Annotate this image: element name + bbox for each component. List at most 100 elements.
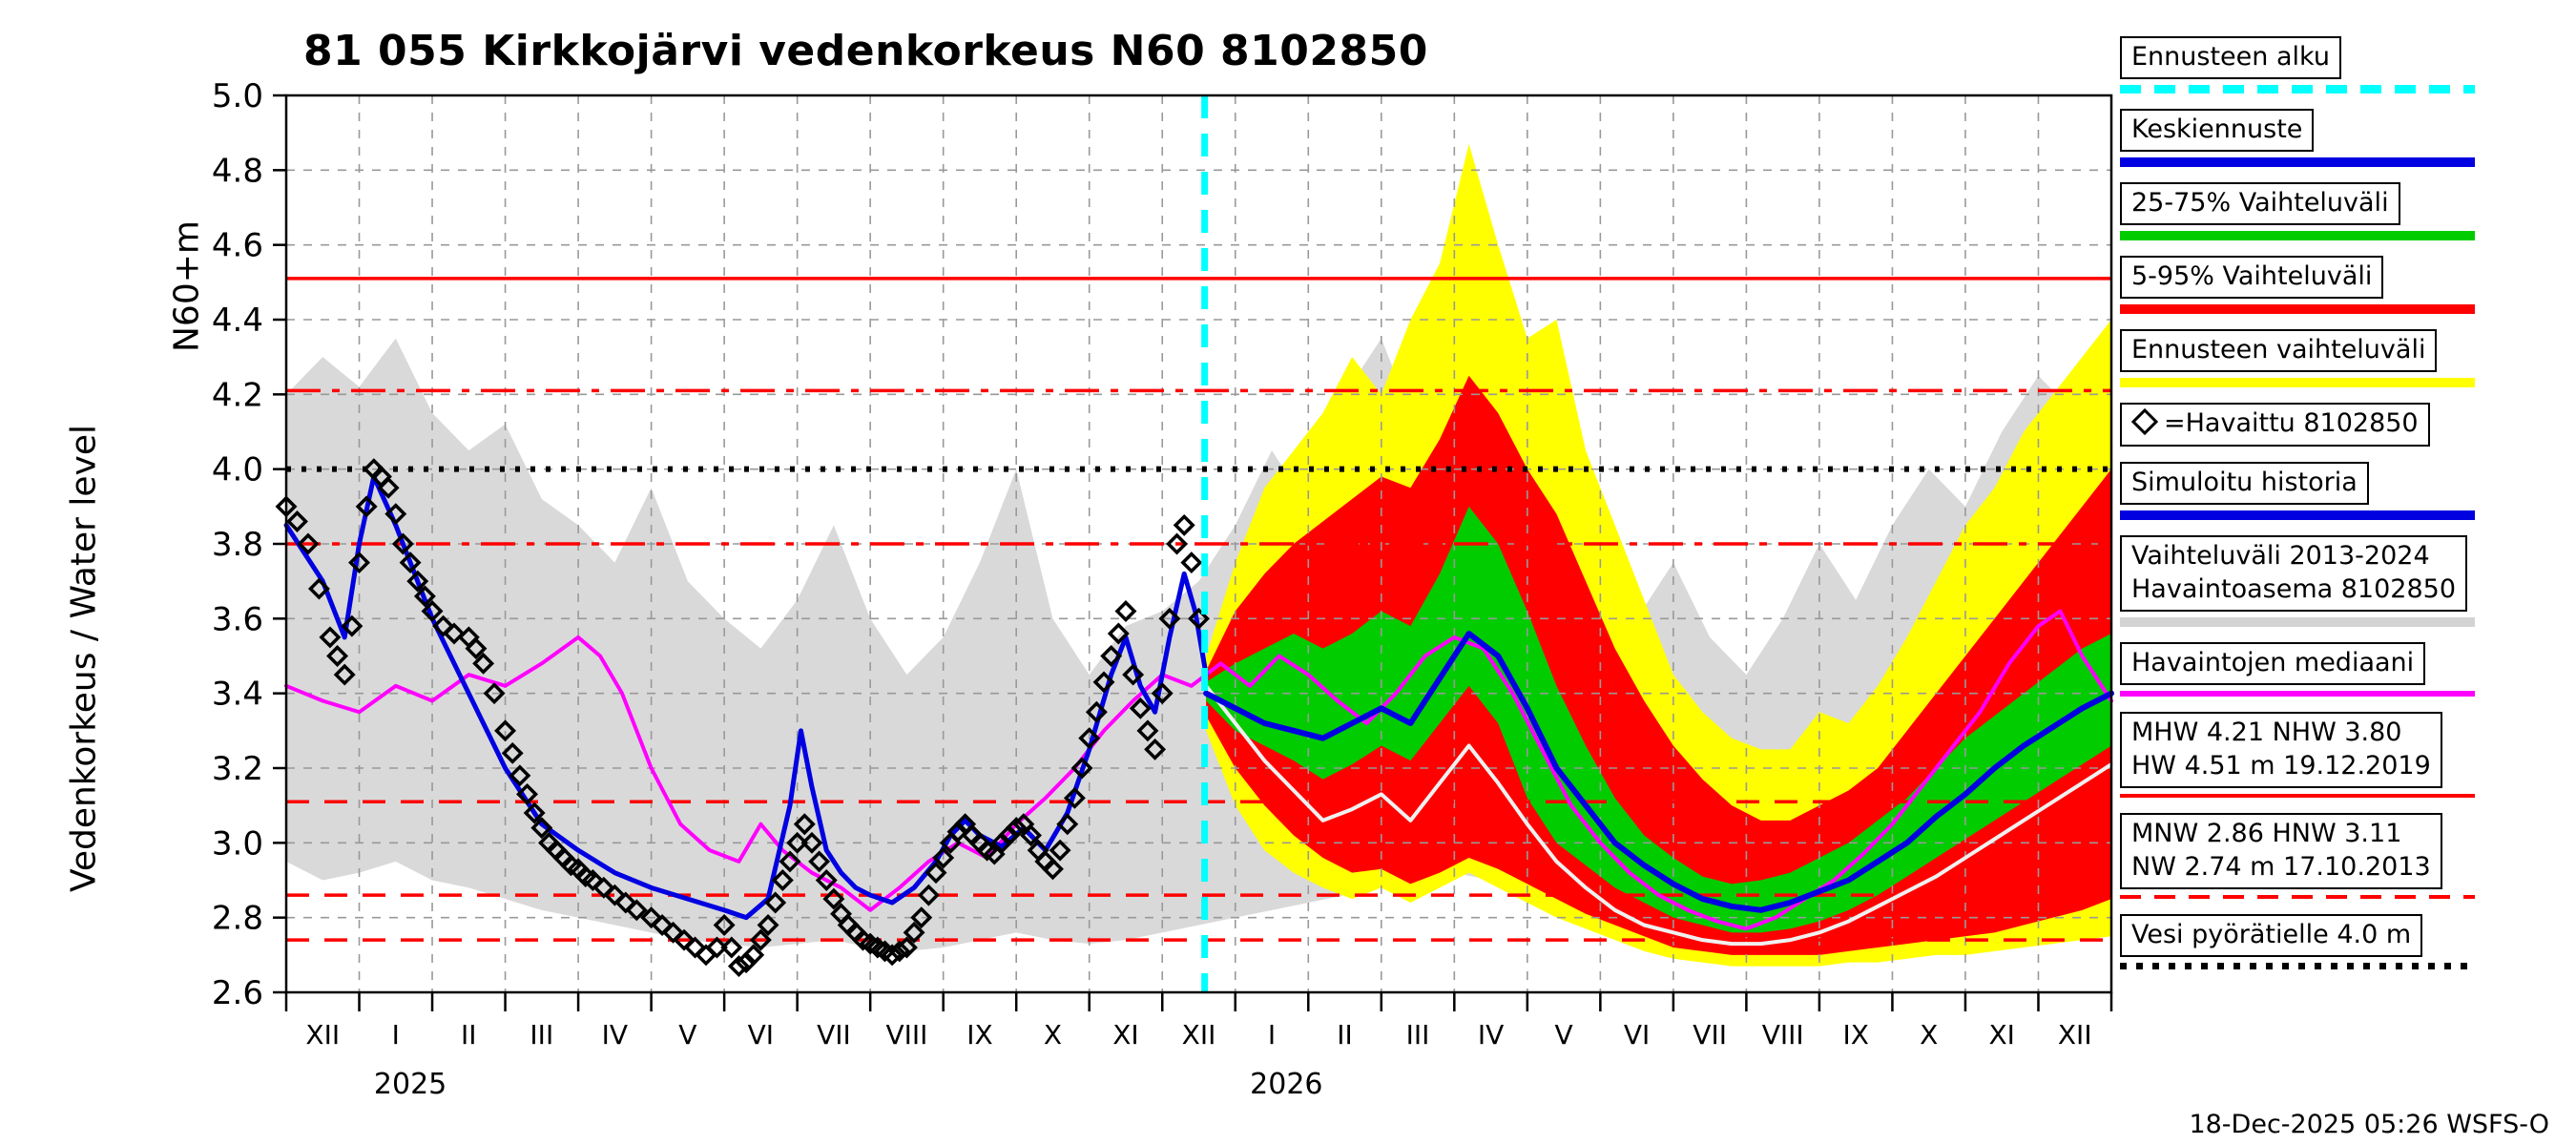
month-label: I — [1268, 1019, 1276, 1051]
observed-diamond — [603, 884, 626, 906]
chart-title: 81 055 Kirkkojärvi vedenkorkeus N60 8102… — [303, 27, 1428, 75]
legend-text-line: Simuloitu historia — [2131, 467, 2358, 497]
diamond-marker-icon — [2130, 408, 2159, 436]
legend-label-havaintojen-mediaani: Havaintojen mediaani — [2120, 641, 2426, 685]
observed-diamond — [800, 831, 823, 854]
observed-diamond — [377, 476, 400, 499]
line-white-guide — [1204, 683, 2113, 947]
y-tick-label: 4.6 — [212, 227, 263, 265]
observed-diamond — [771, 869, 794, 891]
observed-diamond — [1041, 858, 1064, 881]
observed-diamond — [333, 663, 356, 686]
observed-diamond — [1136, 719, 1159, 742]
month-label: IV — [602, 1019, 628, 1051]
legend-item-ennusteen-alku: Ennusteen alku — [2120, 36, 2475, 94]
observed-diamond — [1114, 600, 1137, 622]
observed-diamond — [297, 532, 320, 555]
observed-diamond — [326, 645, 349, 667]
observed-diamond — [472, 652, 495, 675]
observed-diamond — [924, 862, 947, 885]
month-label: XII — [2058, 1019, 2092, 1051]
legend-item-havaintojen-mediaani: Havaintojen mediaani — [2120, 641, 2475, 697]
line-keskiennuste — [1203, 631, 2114, 913]
observed-diamond — [713, 914, 736, 936]
y-tick-label: 3.2 — [212, 750, 263, 788]
observed-diamond — [391, 532, 414, 555]
y-tick-label: 2.6 — [212, 974, 263, 1012]
observed-diamond — [705, 936, 728, 959]
year-label: 2025 — [374, 1068, 447, 1101]
legend-label-ennusteen-vaihteluvali: Ennusteen vaihteluväli — [2120, 329, 2438, 373]
timestamp: 18-Dec-2025 05:26 WSFS-O — [2189, 1110, 2549, 1139]
y-tick-label: 4.2 — [212, 376, 263, 414]
legend-text-line: 5-95% Vaihteluväli — [2131, 261, 2373, 292]
legend-text-line: Ennusteen vaihteluväli — [2131, 335, 2426, 365]
data-lines — [283, 474, 2114, 947]
observed-diamond — [413, 585, 436, 608]
observed-diamond — [1063, 786, 1086, 809]
observed-diamond — [662, 921, 685, 944]
observed-diamond — [509, 764, 531, 787]
observed-diamond — [483, 682, 506, 705]
observed-diamond — [1085, 700, 1108, 723]
observed-diamond — [1049, 839, 1071, 862]
month-label: XI — [1112, 1019, 1138, 1051]
observed-diamond — [720, 936, 743, 959]
observed-diamond — [786, 831, 809, 854]
legend-swatch-mhw-hw — [2120, 794, 2475, 799]
observed-diamond — [421, 600, 444, 622]
month-label: X — [1920, 1019, 1938, 1051]
observed-diamond — [581, 869, 604, 891]
observed-diamond — [779, 850, 801, 873]
month-label: II — [461, 1019, 477, 1051]
year-label: 2026 — [1250, 1068, 1322, 1101]
observed-diamond — [494, 719, 517, 742]
month-label: XII — [305, 1019, 340, 1051]
observed-diamond — [881, 944, 904, 967]
month-label: VI — [748, 1019, 774, 1051]
legend: Ennusteen alku Keskiennuste 25-75% Vaihtel… — [2120, 36, 2475, 970]
observed-diamond — [384, 503, 407, 526]
legend-item-mhw-hw: MHW 4.21 NHW 3.80 HW 4.51 m 19.12.2019 — [2120, 711, 2475, 799]
legend-label-ennusteen-alku: Ennusteen alku — [2120, 36, 2341, 80]
month-label: III — [530, 1019, 553, 1051]
month-label: IX — [1842, 1019, 1868, 1051]
legend-text-line: Keskiennuste — [2131, 114, 2303, 145]
legend-label-vaihteluvali-5-95: 5-95% Vaihteluväli — [2120, 256, 2384, 300]
observed-diamond — [1129, 697, 1152, 719]
observed-diamond — [1005, 817, 1028, 840]
observed-diamond — [895, 936, 918, 959]
legend-swatch-mnw-nw — [2120, 895, 2475, 900]
month-label: X — [1044, 1019, 1062, 1051]
y-axis-label: Vedenkorkeus / Water level — [64, 425, 104, 892]
legend-text-line: Havaintojen mediaani — [2131, 647, 2415, 677]
observed-diamond — [888, 940, 911, 963]
observed-diamond — [1180, 552, 1203, 574]
legend-label-mnw-nw: MNW 2.86 HNW 3.11 NW 2.74 m 17.10.2013 — [2120, 813, 2442, 890]
observed-diamond — [793, 813, 816, 836]
legend-item-ennusteen-vaihteluvali: Ennusteen vaihteluväli — [2120, 329, 2475, 388]
legend-text-line: MHW 4.21 NHW 3.80 — [2131, 717, 2402, 747]
legend-swatch-keskiennuste — [2120, 157, 2475, 168]
observed-diamond — [932, 846, 955, 869]
observed-diamond — [1173, 513, 1195, 536]
legend-item-havaittu: =Havaittu 8102850 — [2120, 403, 2475, 447]
legend-text-line: Vaihteluväli 2013-2024 — [2131, 540, 2430, 571]
legend-label-keskiennuste: Keskiennuste — [2120, 109, 2315, 153]
observed-diamond — [1092, 671, 1115, 694]
observed-diamond — [1070, 757, 1093, 780]
legend-item-mnw-nw: MNW 2.86 HNW 3.11 NW 2.74 m 17.10.2013 — [2120, 813, 2475, 900]
legend-text-line: Vesi pyörätielle 4.0 m — [2131, 920, 2412, 950]
month-label: I — [392, 1019, 400, 1051]
legend-swatch-ennusteen-vaihteluvali — [2120, 378, 2475, 388]
legend-label-simuloitu-historia: Simuloitu historia — [2120, 461, 2369, 505]
observed-diamond — [530, 817, 553, 840]
legend-text-line: Ennusteen alku — [2131, 42, 2330, 72]
legend-swatch-vaihteluvali-25-75 — [2120, 231, 2475, 241]
observed-diamond — [917, 884, 940, 906]
x-axis: XII I II III IV V VI VII VIII IX X XI XII I II III IV V VI… — [284, 992, 2113, 1101]
observed-diamond — [1020, 824, 1042, 846]
legend-item-simuloitu-historia: Simuloitu historia — [2120, 461, 2475, 520]
